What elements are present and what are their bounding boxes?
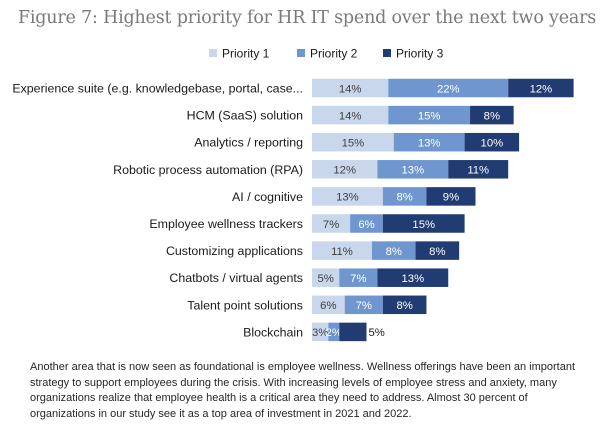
bar-priority-1-robotic-process-automation-rpa [312, 160, 378, 179]
data-label-priority-3-ai-cognitive: 9% [443, 192, 459, 204]
category-label-experience-suite-e-g-knowledgebase-portal-case: Experience suite (e.g. knowledgebase, po… [12, 82, 303, 96]
category-label-talent-point-solutions: Talent point solutions [187, 298, 303, 312]
caption-paragraph: Another area that is now seen as foundat… [30, 361, 576, 420]
bar-priority-1-experience-suite-e-g-knowledgebase-portal-case [312, 78, 389, 98]
category-axis: Experience suite (e.g. knowledgebase, po… [12, 82, 303, 340]
category-label-chatbots-virtual-agents: Chatbots / virtual agents [169, 271, 303, 285]
data-label-priority-2-employee-wellness-trackers: 6% [358, 219, 374, 231]
data-label-priority-1-analytics-reporting: 15% [342, 138, 365, 150]
data-label-priority-3-customizing-applications: 8% [429, 246, 445, 258]
data-label-priority-1-ai-cognitive: 13% [336, 192, 359, 204]
category-label-blockchain: Blockchain [243, 325, 303, 339]
bar-priority-2-analytics-reporting [393, 132, 465, 152]
data-label-priority-2-chatbots-virtual-agents: 7% [350, 273, 366, 285]
data-label-priority-3-analytics-reporting: 10% [481, 138, 504, 150]
data-label-priority-1-robotic-process-automation-rpa: 12% [333, 165, 356, 177]
data-label-priority-2-customizing-applications: 8% [386, 246, 402, 258]
bar-priority-2-talent-point-solutions [344, 295, 383, 315]
bar-priority-2-employee-wellness-trackers [350, 214, 383, 233]
bar-priority-3-robotic-process-automation-rpa [448, 160, 509, 179]
bar-priority-1-talent-point-solutions [312, 295, 345, 315]
data-label-priority-3-experience-suite-e-g-knowledgebase-portal-case: 12% [530, 83, 553, 95]
chart-legend: Priority 1 Priority 2 Priority 3 [209, 47, 444, 61]
bar-priority-1-blockchain [312, 322, 329, 342]
bar-priority-2-blockchain [328, 322, 340, 342]
data-label-priority-3-employee-wellness-trackers: 15% [412, 219, 435, 231]
data-label-priority-1-customizing-applications: 11% [331, 246, 353, 258]
data-label-priority-3-chatbots-virtual-agents: 13% [402, 273, 425, 285]
bar-priority-1-customizing-applications [312, 241, 372, 260]
stacked-bar-chart: Priority 1 Priority 2 Priority 3 Experienc… [12, 47, 574, 342]
category-label-customizing-applications: Customizing applications [166, 244, 303, 258]
data-label-priority-3-talent-point-solutions: 8% [396, 300, 412, 312]
data-label-priority-1-blockchain: 3% [312, 327, 328, 339]
legend-label-priority-1: Priority 1 [222, 47, 270, 61]
chart-bars: 14% 22% 12% 14% 15% 8% 15% 13% 10% 12% 13% 11% 13% 8%… [312, 78, 574, 342]
bar-priority-1-analytics-reporting [312, 132, 394, 152]
data-label-priority-2-blockchain: 2% [326, 327, 342, 339]
bar-priority-3-talent-point-solutions [382, 295, 427, 315]
bar-priority-3-employee-wellness-trackers [382, 214, 465, 233]
category-label-analytics-reporting: Analytics / reporting [194, 136, 303, 150]
category-label-employee-wellness-trackers: Employee wellness trackers [149, 217, 303, 231]
data-label-priority-3-robotic-process-automation-rpa: 11% [467, 165, 489, 177]
legend-label-priority-2: Priority 2 [310, 47, 358, 61]
data-label-priority-2-hcm-saas-solution: 15% [418, 110, 441, 122]
data-label-priority-2-ai-cognitive: 8% [396, 192, 412, 204]
data-label-priority-1-talent-point-solutions: 6% [320, 300, 336, 312]
category-label-ai-cognitive: AI / cognitive [232, 190, 303, 204]
bar-priority-3-hcm-saas-solution [470, 105, 514, 125]
bar-priority-2-experience-suite-e-g-knowledgebase-portal-case [388, 78, 509, 98]
data-label-priority-2-experience-suite-e-g-knowledgebase-portal-case: 22% [437, 83, 460, 95]
bar-priority-3-ai-cognitive [426, 187, 476, 206]
bar-priority-2-hcm-saas-solution [388, 105, 471, 125]
data-label-priority-2-robotic-process-automation-rpa: 13% [402, 165, 425, 177]
category-label-hcm-saas-solution: HCM (SaaS) solution [187, 109, 303, 123]
bar-priority-2-chatbots-virtual-agents [339, 268, 378, 287]
data-label-priority-1-chatbots-virtual-agents: 5% [317, 273, 333, 285]
bar-priority-1-employee-wellness-trackers [312, 214, 351, 233]
bar-priority-3-experience-suite-e-g-knowledgebase-portal-case [508, 78, 574, 98]
data-label-priority-1-hcm-saas-solution: 14% [339, 110, 362, 122]
legend-swatch-priority-2 [297, 49, 305, 57]
bar-priority-2-ai-cognitive [382, 187, 427, 206]
data-label-priority-2-analytics-reporting: 13% [418, 138, 441, 150]
data-label-priority-3-blockchain: 5% [369, 327, 385, 339]
bar-priority-3-chatbots-virtual-agents [377, 268, 449, 287]
bar-priority-2-robotic-process-automation-rpa [377, 160, 449, 179]
data-label-priority-1-employee-wellness-trackers: 7% [323, 219, 339, 231]
legend-label-priority-3: Priority 3 [396, 47, 444, 61]
bar-priority-3-customizing-applications [415, 241, 460, 260]
bar-priority-2-customizing-applications [371, 241, 416, 260]
bar-priority-1-chatbots-virtual-agents [312, 268, 340, 287]
bar-priority-3-analytics-reporting [464, 132, 520, 152]
legend-swatch-priority-1 [209, 49, 217, 57]
category-label-robotic-process-automation-rpa: Robotic process automation (RPA) [113, 163, 303, 177]
bar-priority-3-blockchain [339, 322, 367, 342]
data-label-priority-1-experience-suite-e-g-knowledgebase-portal-case: 14% [339, 83, 362, 95]
bar-priority-1-hcm-saas-solution [312, 105, 389, 125]
data-label-priority-3-hcm-saas-solution: 8% [484, 110, 500, 122]
bar-priority-1-ai-cognitive [312, 187, 383, 206]
legend-swatch-priority-3 [383, 49, 391, 57]
data-label-priority-2-talent-point-solutions: 7% [356, 300, 372, 312]
chart-title: Figure 7: Highest priority for HR IT spe… [17, 8, 597, 28]
